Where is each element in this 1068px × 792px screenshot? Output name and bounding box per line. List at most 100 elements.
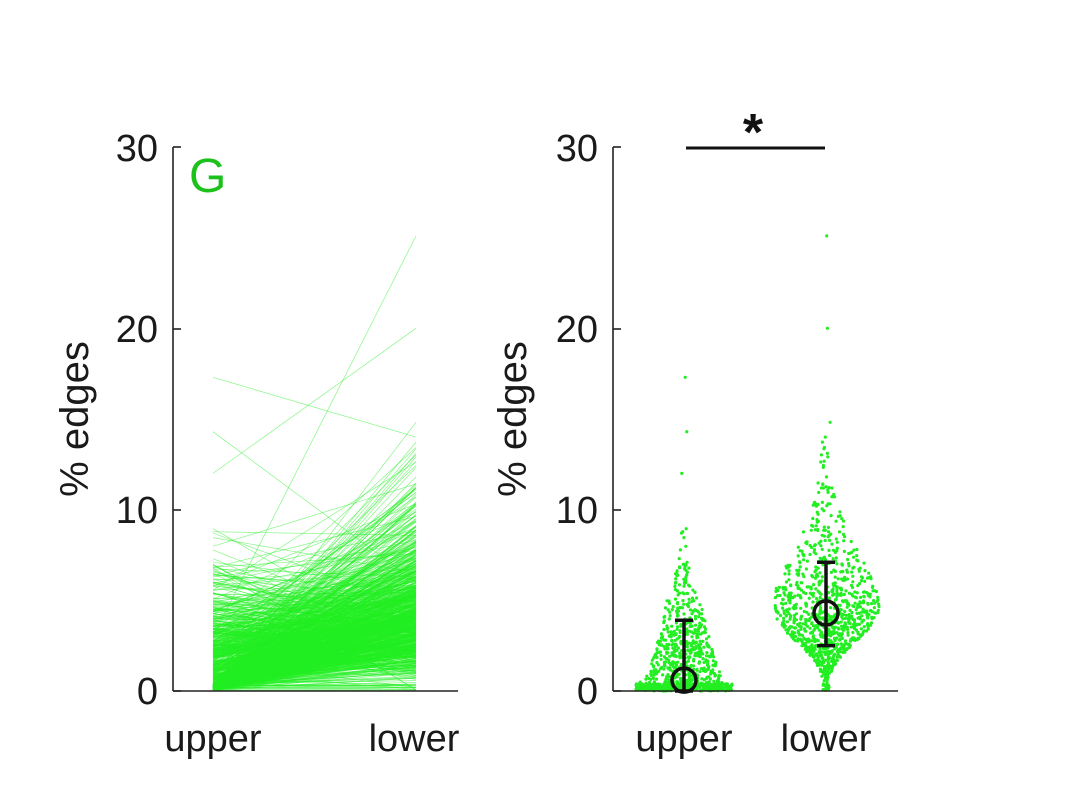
paired-line xyxy=(212,597,417,688)
scatter-point xyxy=(670,630,674,635)
scatter-point xyxy=(827,685,831,690)
scatter-point xyxy=(700,607,704,612)
scatter-point xyxy=(817,659,822,663)
left-y-tick-label-0: 0 xyxy=(137,671,158,713)
scatter-point xyxy=(826,525,831,530)
scatter-point xyxy=(662,619,666,623)
scatter-point xyxy=(851,594,855,598)
scatter-point xyxy=(800,639,804,643)
paired-line xyxy=(212,511,417,600)
left-y-tick-label-10: 10 xyxy=(116,490,158,532)
scatter-point xyxy=(697,660,702,664)
paired-line xyxy=(212,571,417,627)
scatter-point xyxy=(829,514,833,518)
scatter-point xyxy=(857,569,861,573)
scatter-point xyxy=(833,569,838,574)
scatter-point xyxy=(678,629,682,633)
scatter-point xyxy=(660,685,665,689)
scatter-point xyxy=(649,677,653,682)
scatter-point xyxy=(790,630,794,634)
paired-line xyxy=(212,483,417,547)
paired-line xyxy=(212,630,417,640)
scatter-point xyxy=(812,650,816,654)
scatter-point xyxy=(685,679,689,683)
scatter-point xyxy=(870,585,875,590)
scatter-point xyxy=(678,605,682,610)
scatter-point xyxy=(852,622,856,626)
scatter-point xyxy=(686,659,691,663)
scatter-point xyxy=(655,655,659,660)
scatter-point xyxy=(798,565,802,569)
scatter-point xyxy=(682,536,686,540)
scatter-point xyxy=(805,610,809,614)
left-panel: 0 10 20 30 upper lower % edges G xyxy=(53,128,460,760)
scatter-point xyxy=(787,578,791,582)
scatter-point xyxy=(655,677,659,681)
scatter-point xyxy=(820,661,824,665)
scatter-point xyxy=(809,528,813,532)
scatter-point xyxy=(811,591,816,596)
scatter-point xyxy=(832,492,836,497)
scatter-point xyxy=(842,628,846,632)
scatter-point xyxy=(843,621,847,625)
paired-line xyxy=(212,496,417,635)
scatter-point xyxy=(824,683,829,687)
panel-letter: G xyxy=(189,150,226,203)
scatter-point xyxy=(805,559,810,563)
scatter-point xyxy=(710,647,714,652)
scatter-point xyxy=(687,656,691,660)
scatter-point xyxy=(807,596,811,600)
scatter-point xyxy=(781,597,785,602)
scatter-point xyxy=(639,683,643,687)
right-y-tick-label-0: 0 xyxy=(577,671,598,713)
scatter-point xyxy=(838,514,842,518)
scatter-point xyxy=(820,650,824,654)
scatter-point xyxy=(836,577,840,581)
paired-line xyxy=(212,660,417,689)
scatter-point xyxy=(858,581,862,586)
scatter-point xyxy=(827,671,831,675)
scatter-point xyxy=(727,686,732,690)
scatter-point xyxy=(831,626,835,630)
scatter-point xyxy=(835,546,839,550)
scatter-point xyxy=(865,591,869,595)
scatter-point xyxy=(783,572,787,576)
scatter-point xyxy=(655,672,659,676)
scatter-point xyxy=(837,530,842,534)
scatter-point xyxy=(787,572,791,576)
scatter-point xyxy=(831,662,836,666)
scatter-point xyxy=(687,673,691,677)
scatter-point xyxy=(850,550,854,555)
scatter-point xyxy=(711,659,715,663)
scatter-point xyxy=(638,680,642,684)
scatter-point xyxy=(785,631,790,635)
scatter-point xyxy=(796,593,800,597)
scatter-point xyxy=(804,602,808,607)
scatter-point xyxy=(831,557,835,561)
scatter-point xyxy=(846,557,850,562)
scatter-point xyxy=(797,624,802,628)
scatter-point xyxy=(809,585,813,589)
scatter-point xyxy=(837,654,841,659)
paired-line xyxy=(212,543,417,681)
scatter-point xyxy=(842,592,846,597)
scatter-point xyxy=(814,574,818,578)
scatter-point xyxy=(851,604,855,608)
paired-line xyxy=(212,635,417,676)
scatter-point xyxy=(851,574,855,578)
scatter-point xyxy=(839,591,843,596)
right-panel: 0 10 20 30 upper lower % edges * xyxy=(491,104,898,760)
paired-line xyxy=(212,593,417,653)
scatter-point xyxy=(717,670,722,674)
scatter-point xyxy=(682,612,686,616)
scatter-point xyxy=(817,490,821,495)
scatter-point xyxy=(849,539,853,544)
scatter-point xyxy=(867,571,871,575)
scatter-point xyxy=(843,639,848,643)
scatter-point xyxy=(688,608,693,612)
scatter-point xyxy=(672,660,676,665)
scatter-point xyxy=(650,658,654,662)
scatter-point xyxy=(802,575,806,579)
scatter-point xyxy=(818,556,822,560)
scatter-point xyxy=(804,567,809,571)
